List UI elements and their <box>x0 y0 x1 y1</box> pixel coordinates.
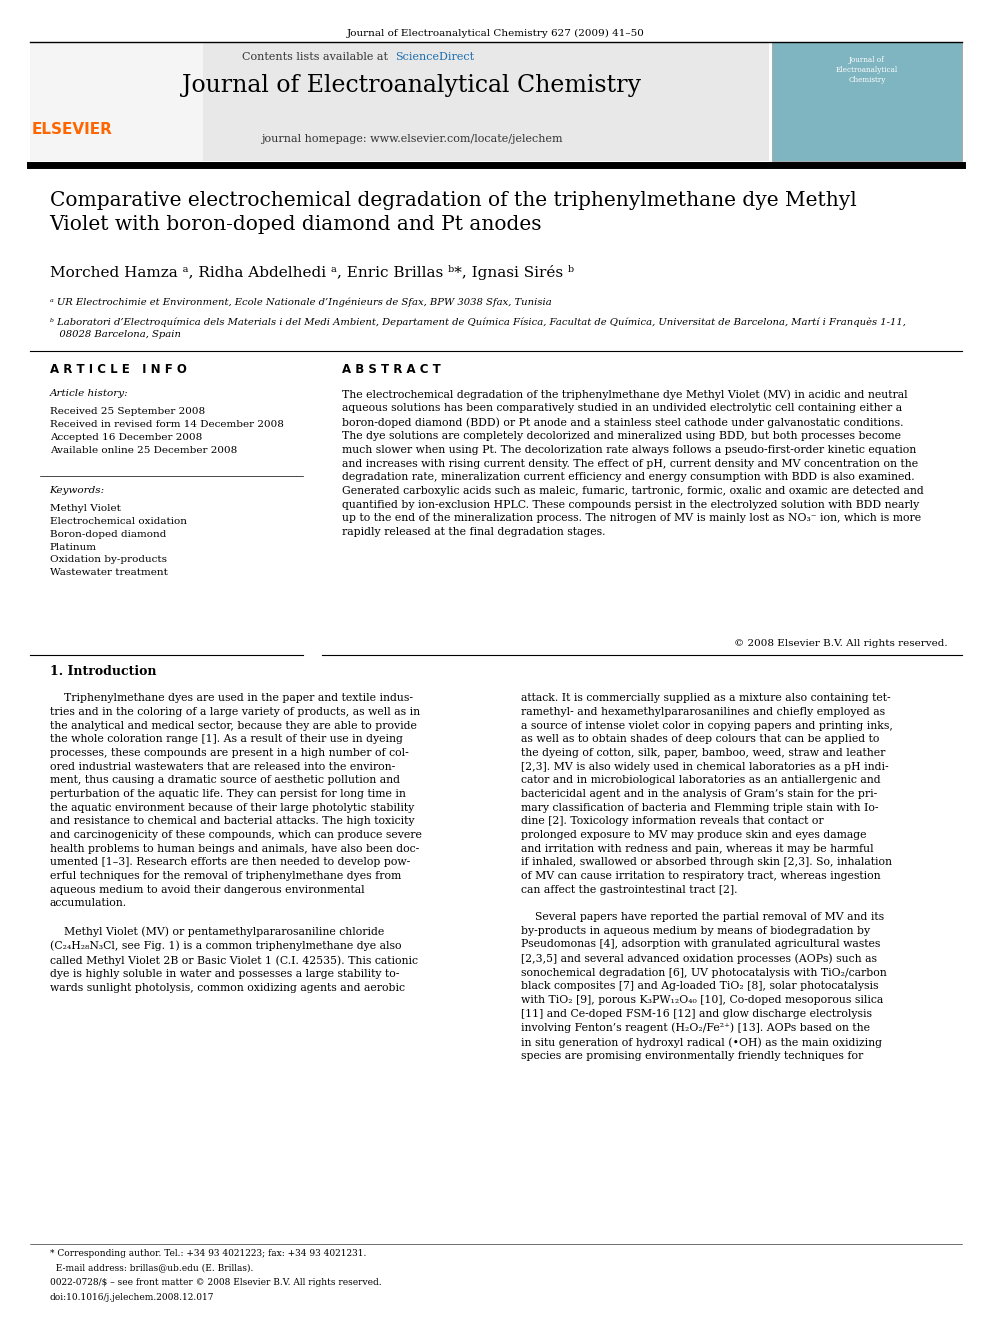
Text: Comparative electrochemical degradation of the triphenylmethane dye Methyl
Viole: Comparative electrochemical degradation … <box>50 191 856 234</box>
Text: 1. Introduction: 1. Introduction <box>50 665 156 679</box>
Text: Journal of
Electroanalytical
Chemistry: Journal of Electroanalytical Chemistry <box>836 56 898 85</box>
Text: Article history:: Article history: <box>50 389 128 398</box>
Text: attack. It is commercially supplied as a mixture also containing tet-
ramethyl- : attack. It is commercially supplied as a… <box>521 693 893 1061</box>
Text: The electrochemical degradation of the triphenylmethane dye Methyl Violet (MV) i: The electrochemical degradation of the t… <box>342 389 924 537</box>
Text: journal homepage: www.elsevier.com/locate/jelechem: journal homepage: www.elsevier.com/locat… <box>261 134 562 144</box>
Text: Keywords:: Keywords: <box>50 486 105 495</box>
Text: A B S T R A C T: A B S T R A C T <box>342 363 441 376</box>
Text: 0022-0728/$ – see front matter © 2008 Elsevier B.V. All rights reserved.: 0022-0728/$ – see front matter © 2008 El… <box>50 1278 381 1287</box>
Text: Triphenylmethane dyes are used in the paper and textile indus-
tries and in the : Triphenylmethane dyes are used in the pa… <box>50 693 422 994</box>
Bar <box>772 42 962 161</box>
Bar <box>30 42 769 161</box>
Text: doi:10.1016/j.jelechem.2008.12.017: doi:10.1016/j.jelechem.2008.12.017 <box>50 1293 214 1302</box>
Text: ᵃ UR Electrochimie et Environment, Ecole Nationale d’Ingénieurs de Sfax, BPW 303: ᵃ UR Electrochimie et Environment, Ecole… <box>50 298 552 307</box>
Text: Journal of Electroanalytical Chemistry 627 (2009) 41–50: Journal of Electroanalytical Chemistry 6… <box>347 29 645 38</box>
Text: ScienceDirect: ScienceDirect <box>395 52 474 62</box>
Text: Morched Hamza ᵃ, Ridha Abdelhedi ᵃ, Enric Brillas ᵇ*, Ignasi Sirés ᵇ: Morched Hamza ᵃ, Ridha Abdelhedi ᵃ, Enri… <box>50 265 573 279</box>
Text: Received 25 September 2008
Received in revised form 14 December 2008
Accepted 16: Received 25 September 2008 Received in r… <box>50 407 284 455</box>
Text: ᵇ Laboratori d’Electroquímica dels Materials i del Medi Ambient, Departament de : ᵇ Laboratori d’Electroquímica dels Mater… <box>50 318 906 339</box>
Text: © 2008 Elsevier B.V. All rights reserved.: © 2008 Elsevier B.V. All rights reserved… <box>734 639 947 648</box>
Bar <box>30 42 203 161</box>
Text: Journal of Electroanalytical Chemistry: Journal of Electroanalytical Chemistry <box>183 74 641 97</box>
Text: A R T I C L E   I N F O: A R T I C L E I N F O <box>50 363 186 376</box>
Text: Contents lists available at: Contents lists available at <box>242 52 392 62</box>
Text: * Corresponding author. Tel.: +34 93 4021223; fax: +34 93 4021231.: * Corresponding author. Tel.: +34 93 402… <box>50 1249 366 1258</box>
Text: ELSEVIER: ELSEVIER <box>32 122 113 136</box>
Text: E-mail address: brillas@ub.edu (E. Brillas).: E-mail address: brillas@ub.edu (E. Brill… <box>50 1263 253 1273</box>
Text: Methyl Violet
Electrochemical oxidation
Boron-doped diamond
Platinum
Oxidation b: Methyl Violet Electrochemical oxidation … <box>50 504 186 577</box>
